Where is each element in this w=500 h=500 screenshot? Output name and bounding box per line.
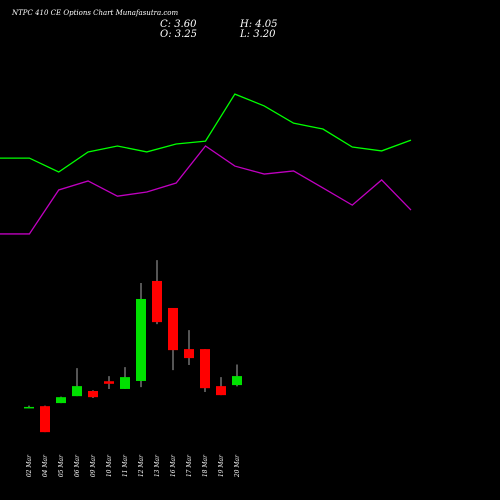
x-tick-label: 18 Mar	[202, 454, 209, 477]
chart-title: NTPC 410 CE Options Chart Munafasutra.co…	[11, 9, 179, 17]
info-low: L: 3.20	[239, 29, 276, 40]
info-close: C: 3.60	[160, 19, 197, 30]
info-high: H: 4.05	[239, 19, 278, 30]
info-open: O: 3.25	[160, 29, 197, 40]
x-tick-label: 11 Mar	[122, 454, 129, 477]
candle-body	[24, 406, 34, 409]
indicator-line	[0, 93, 412, 173]
candle-body	[88, 391, 98, 398]
candle-body	[72, 386, 82, 397]
x-tick-label: 06 Mar	[74, 454, 81, 477]
candle-body	[104, 381, 114, 384]
candle-body	[56, 397, 66, 404]
candle-body	[232, 376, 242, 386]
x-tick-label: 02 Mar	[26, 454, 33, 477]
x-tick-label: 20 Mar	[234, 454, 241, 478]
candle-body	[40, 406, 50, 433]
x-tick-label: 04 Mar	[42, 454, 49, 477]
x-tick-label: 19 Mar	[218, 454, 225, 477]
x-tick-label: 10 Mar	[106, 454, 113, 477]
x-tick-label: 05 Mar	[58, 454, 65, 477]
x-tick-label: 12 Mar	[138, 454, 145, 477]
candle-body	[152, 280, 162, 323]
candle-body	[168, 307, 178, 351]
indicator-line	[0, 145, 412, 235]
x-tick-label: 09 Mar	[90, 454, 97, 477]
x-tick-label: 16 Mar	[170, 454, 177, 477]
candle-body	[120, 377, 130, 389]
candle-body	[136, 298, 146, 381]
x-tick-label: 13 Mar	[154, 454, 161, 477]
x-tick-label: 17 Mar	[186, 454, 193, 477]
candle-body	[200, 349, 210, 389]
candle-body	[216, 386, 226, 396]
candle-body	[184, 349, 194, 359]
